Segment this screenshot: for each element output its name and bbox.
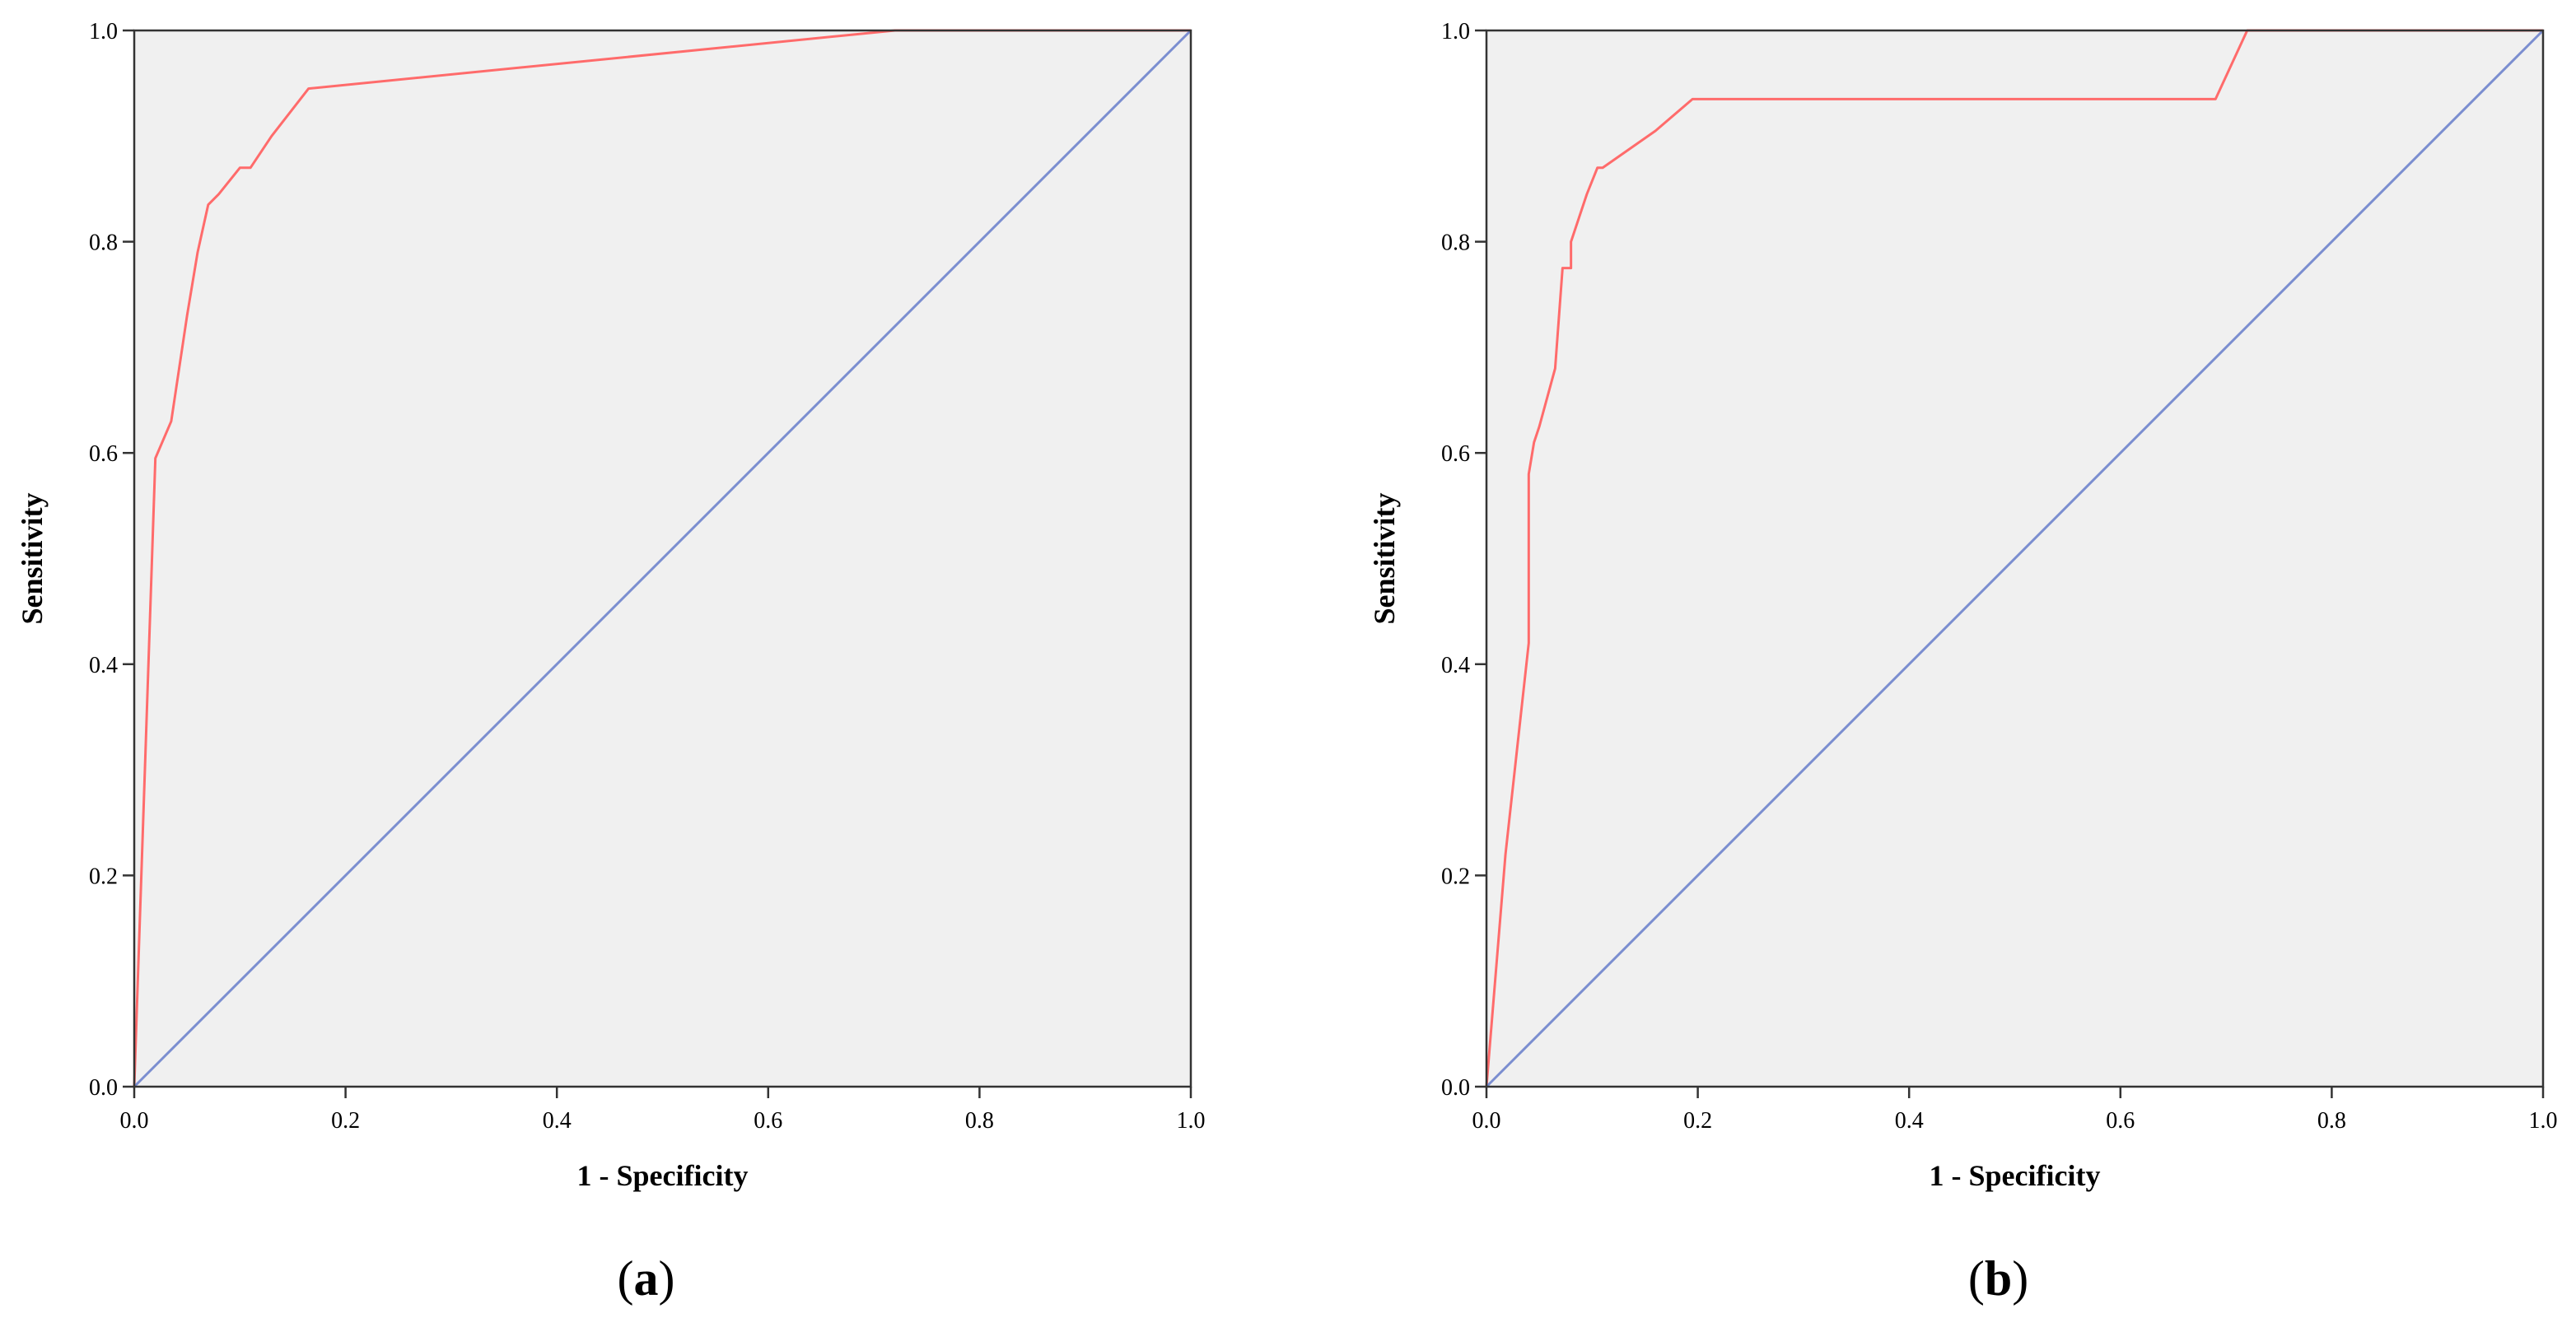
x-tick-label: 0.4 — [1895, 1108, 1924, 1134]
panel-label-letter: a — [634, 1251, 659, 1306]
x-tick-label: 1.0 — [2529, 1108, 2558, 1134]
y-tick-label: 0.2 — [1441, 864, 1470, 889]
panel-label-open-paren: ( — [618, 1251, 634, 1306]
panel-label-letter: b — [1985, 1251, 2012, 1306]
panel-label-close-paren: ) — [659, 1251, 675, 1306]
x-tick-label: 1.0 — [1177, 1108, 1206, 1134]
y-tick-label: 0.2 — [89, 864, 118, 889]
y-tick-label: 0.4 — [89, 653, 118, 678]
y-tick-label: 0.6 — [1441, 441, 1470, 467]
y-tick-label: 1.0 — [1441, 19, 1470, 44]
reference-diagonal-line — [133, 29, 1192, 1088]
x-tick-label: 0.4 — [543, 1108, 572, 1134]
x-axis-label: 1 - Specificity — [1930, 1159, 2101, 1192]
panel-label-open-paren: ( — [1968, 1251, 1985, 1306]
y-tick-label: 0.0 — [89, 1075, 118, 1101]
chart-panel-b: 0.0 0.2 0.4 0.6 0.8 1.0 0.0 0.2 0.4 0.6 0.8 1.0 1 - … — [1368, 19, 2558, 1306]
y-axis-label: Sensitivity — [1368, 492, 1401, 624]
x-tick-label: 0.0 — [1472, 1108, 1501, 1134]
roc-curve-line — [133, 29, 1191, 1087]
panel-label: (b) — [1968, 1251, 2028, 1306]
x-tick-label: 0.2 — [331, 1108, 360, 1134]
reference-diagonal-line — [1485, 29, 2545, 1088]
y-tick-label: 0.8 — [1441, 231, 1470, 256]
chart-panel-a: 0.0 0.2 0.4 0.6 0.8 1.0 0.0 0.2 0.4 0.6 0.8 1.0 1 - … — [16, 19, 1206, 1306]
roc-curve-line — [1485, 29, 2543, 1087]
x-tick-label: 0.6 — [754, 1108, 782, 1134]
panel-label-close-paren: ) — [2012, 1251, 2028, 1306]
x-tick-label: 0.8 — [2317, 1108, 2346, 1134]
y-tick-label: 0.0 — [1441, 1075, 1470, 1101]
y-tick-label: 0.6 — [89, 441, 118, 467]
x-tick-label: 0.8 — [965, 1108, 994, 1134]
y-axis-label: Sensitivity — [16, 492, 49, 624]
x-tick-label: 0.6 — [2106, 1108, 2135, 1134]
plot-frame — [1485, 29, 2545, 1088]
y-tick-label: 1.0 — [89, 19, 118, 44]
x-tick-label: 0.0 — [120, 1108, 149, 1134]
plot-frame — [133, 29, 1192, 1088]
y-tick-label: 0.4 — [1441, 653, 1470, 678]
x-tick-label: 0.2 — [1683, 1108, 1712, 1134]
x-axis-label: 1 - Specificity — [577, 1159, 749, 1192]
y-tick-label: 0.8 — [89, 231, 118, 256]
panel-label: (a) — [618, 1251, 675, 1306]
